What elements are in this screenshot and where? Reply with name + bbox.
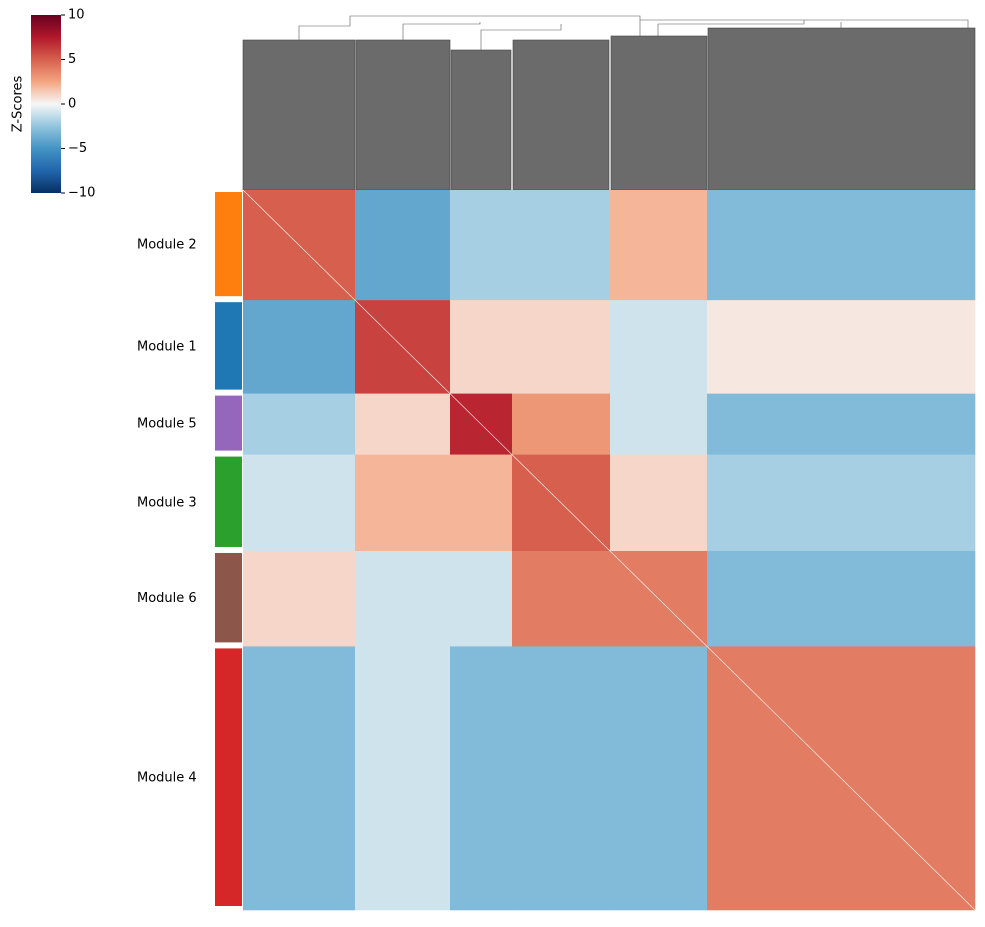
row-label: Module 1 (137, 339, 197, 354)
heatmap-cell (707, 393, 976, 455)
heatmap-cell (243, 393, 356, 455)
heatmap-cell (450, 300, 513, 394)
heatmap-cell (512, 190, 611, 301)
heatmap-cell (707, 454, 976, 552)
row-label: Module 4 (137, 771, 197, 786)
colorbar-tick-label: 5 (68, 52, 76, 67)
heatmap-cell (243, 300, 356, 394)
heatmap-cell (450, 454, 513, 552)
heatmap-cell (512, 300, 611, 394)
module-color-bar (215, 456, 242, 547)
heatmap-cell (707, 550, 976, 647)
heatmap-cell (610, 646, 708, 911)
heatmap-cell (610, 393, 708, 455)
colorbar-tick-label: 10 (68, 8, 85, 23)
row-label: Module 6 (137, 591, 197, 606)
heatmap-cell (707, 300, 976, 394)
heatmap-cell (450, 550, 513, 647)
heatmap-cell (355, 646, 451, 911)
heatmap-cell (243, 646, 356, 911)
module-color-bar (215, 648, 242, 906)
module-color-bar (215, 302, 242, 390)
heatmap-cell (610, 300, 708, 394)
heatmap-cell (243, 550, 356, 647)
colorbar-tick-label: 0 (68, 97, 76, 112)
heatmap-cell (355, 454, 451, 552)
heatmap-cell (707, 190, 976, 301)
heatmap-cell (243, 454, 356, 552)
colorbar (31, 15, 61, 193)
colorbar-tick-label: −10 (68, 186, 95, 201)
heatmap-cell (512, 550, 611, 647)
dendrogram (242, 15, 976, 191)
module-color-bar (215, 395, 242, 451)
heatmap-cell (610, 190, 708, 301)
heatmap-cell (512, 646, 611, 911)
module-color-bar (215, 552, 242, 643)
heatmap-cell (450, 646, 513, 911)
heatmap-cell (610, 454, 708, 552)
colorbar-label: Z-Scores (11, 76, 26, 133)
heatmap-cell (450, 190, 513, 301)
heatmap-cell (355, 393, 451, 455)
module-color-bar (215, 192, 242, 297)
diagonal (242, 189, 976, 911)
row-label: Module 3 (137, 495, 197, 510)
row-label: Module 5 (137, 417, 197, 432)
heatmap-cell (512, 393, 611, 455)
row-label: Module 2 (137, 238, 197, 253)
colorbar-tick-label: −5 (68, 141, 87, 156)
heatmap-cell (355, 190, 451, 301)
heatmap-cell (355, 550, 451, 647)
